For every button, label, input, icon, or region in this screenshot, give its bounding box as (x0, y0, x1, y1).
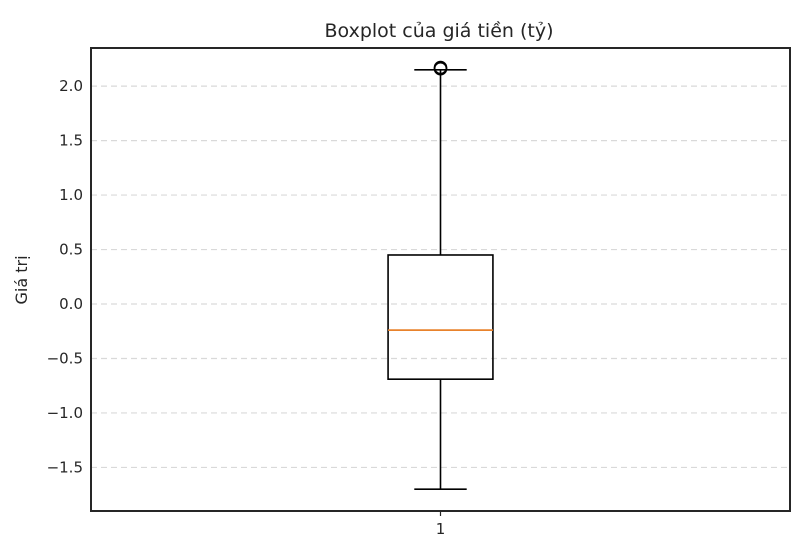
y-tick-label: 0.0 (59, 295, 83, 313)
y-tick-label: 2.0 (59, 77, 83, 95)
iqr-box (387, 254, 494, 380)
box-layer (387, 60, 494, 491)
y-tick-label: 0.5 (59, 241, 83, 259)
y-axis-label: Giá trị (12, 255, 31, 304)
tick-layer: −1.5 −1.0 −0.5 0.0 0.5 1.0 1.5 2.0 1 (47, 77, 446, 538)
outlier-point (433, 60, 448, 75)
chart-title: Boxplot của giá tiền (tỷ) (325, 20, 554, 42)
y-tick-label: −1.5 (47, 458, 83, 476)
y-tick-label: −1.0 (47, 404, 83, 422)
x-tick-label: 1 (436, 520, 446, 538)
y-tick-label: 1.5 (59, 132, 83, 150)
grid-layer (91, 85, 790, 469)
y-tick-label: 1.0 (59, 186, 83, 204)
y-tick-label: −0.5 (47, 349, 83, 367)
